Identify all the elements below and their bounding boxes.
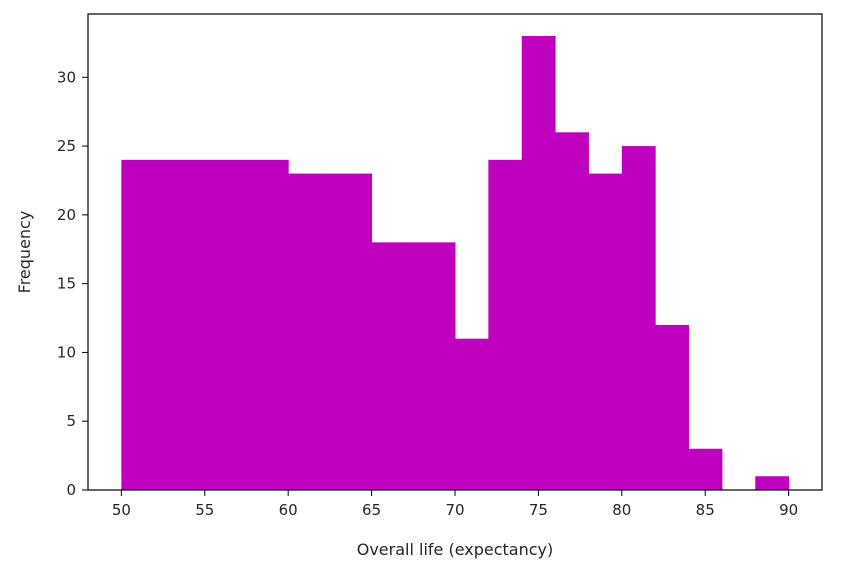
y-tick-label: 30 <box>57 68 76 86</box>
x-tick-label: 70 <box>445 501 464 519</box>
histogram-bar <box>371 242 406 490</box>
histogram-bar <box>621 146 656 490</box>
y-axis: 0 5 10 15 20 25 30 <box>57 68 88 499</box>
histogram-bar <box>488 159 523 490</box>
x-tick-label: 50 <box>112 501 131 519</box>
y-tick-label: 15 <box>57 275 76 293</box>
histogram-bar <box>588 173 623 491</box>
x-axis: 50 55 60 65 70 75 80 85 90 <box>112 490 798 519</box>
x-tick-label: 90 <box>779 501 798 519</box>
y-axis-label: Frequency <box>15 211 34 294</box>
histogram-bar <box>455 338 489 490</box>
histogram-bar <box>521 36 556 490</box>
bars-group <box>121 36 790 491</box>
histogram-bar <box>188 159 222 490</box>
histogram-bar <box>655 324 690 490</box>
x-tick-label: 55 <box>195 501 214 519</box>
x-axis-label: Overall life (expectancy) <box>357 540 554 559</box>
x-tick-label: 80 <box>612 501 631 519</box>
histogram-bar <box>555 132 589 490</box>
histogram-bar <box>288 173 323 491</box>
histogram-bar <box>755 476 790 490</box>
histogram-bar <box>354 173 373 491</box>
x-tick-label: 65 <box>362 501 381 519</box>
x-tick-label: 75 <box>529 501 548 519</box>
histogram-bar <box>221 159 256 490</box>
histogram-bar <box>688 448 723 490</box>
y-tick-label: 20 <box>57 206 76 224</box>
histogram-bar <box>404 242 456 490</box>
histogram-bar <box>121 159 156 490</box>
histogram-bar <box>154 159 189 490</box>
x-tick-label: 60 <box>279 501 298 519</box>
y-tick-label: 0 <box>66 481 76 499</box>
y-tick-label: 5 <box>66 412 76 430</box>
y-tick-label: 10 <box>57 343 76 361</box>
histogram-bar <box>254 159 289 490</box>
y-tick-label: 25 <box>57 137 76 155</box>
histogram-bar <box>321 173 356 491</box>
x-tick-label: 85 <box>696 501 715 519</box>
